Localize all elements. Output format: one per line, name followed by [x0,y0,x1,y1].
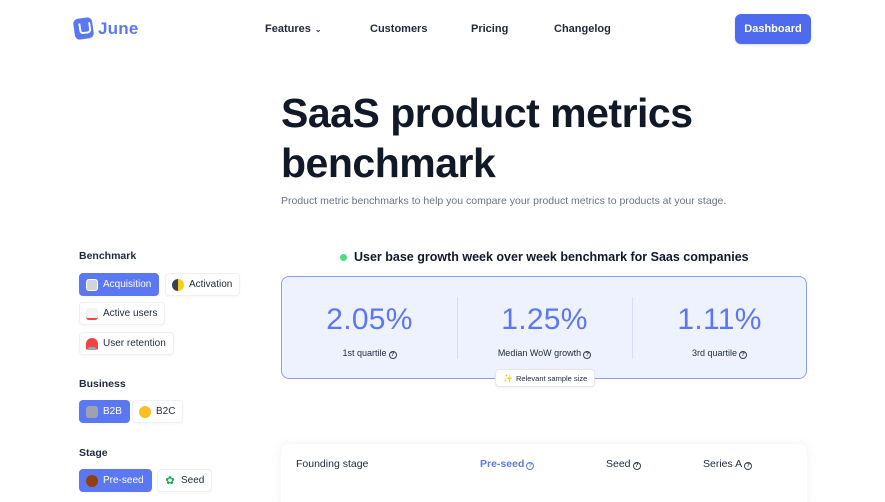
benchmark-stats-card: 2.05% 1st quartile? 1.25% Median WoW gro… [281,276,807,379]
benchmark-heading: Benchmark [79,250,137,262]
chip-label: Pre-seed [103,475,144,486]
table-header-seed[interactable]: Seed? [606,458,641,470]
smiley-icon [139,405,151,418]
june-logo[interactable]: June [72,16,139,41]
acquisition-icon [86,278,98,291]
chip-b2b[interactable]: B2B [79,400,130,423]
sample-size-label: Relevant sample size [515,373,588,383]
stat-median: 1.25% Median WoW growth? [457,277,632,380]
page-title: SaaS product metrics benchmark [281,90,693,186]
chip-activation[interactable]: Activation [165,273,241,296]
table-header-pre-seed[interactable]: Pre-seed? [480,458,535,470]
stat-label: 1st quartile? [282,348,457,359]
stat-divider [632,297,633,359]
help-icon[interactable]: ? [744,462,753,470]
stat-label: Median WoW growth? [457,348,632,359]
chip-label: User retention [103,338,166,349]
stat-third-quartile: 1.11% 3rd quartile? [632,277,807,380]
chart-icon [86,307,98,320]
stat-value: 2.05% [326,303,413,336]
activation-icon [172,278,184,291]
help-icon[interactable]: ? [739,351,748,359]
stat-divider [457,297,458,359]
seed-icon [86,474,98,487]
office-icon [86,405,98,418]
page-subtitle: Product metric benchmarks to help you co… [281,195,727,207]
benchmark-table: Founding stage Pre-seed? Seed? Series A? [281,444,807,502]
chip-label: Acquisition [103,279,152,290]
chip-user-retention[interactable]: User retention [79,332,174,355]
business-heading: Business [79,378,126,390]
sample-size-badge[interactable]: ✨ Relevant sample size [495,369,596,387]
chip-label: B2C [156,406,176,417]
stat-value: 1.25% [501,303,588,336]
help-icon[interactable]: ? [632,462,641,470]
benchmark-title: User base growth week over week benchmar… [340,250,749,264]
nav-features-label: Features [265,23,311,35]
chevron-down-icon: ⌄ [314,24,322,34]
stat-first-quartile: 2.05% 1st quartile? [282,277,457,380]
magnet-icon [86,337,98,350]
help-icon[interactable]: ? [583,351,592,359]
chip-label: Seed [181,475,205,486]
nav-features[interactable]: Features ⌄ [265,23,322,35]
status-dot-icon [340,253,347,261]
help-icon[interactable]: ? [388,351,397,359]
chip-label: Activation [189,279,233,290]
benchmark-title-text: User base growth week over week benchmar… [354,250,749,264]
chip-pre-seed[interactable]: Pre-seed [79,469,152,492]
table-header-series-a[interactable]: Series A? [703,458,753,470]
chip-label: B2B [103,406,122,417]
table-header-founding-stage: Founding stage [296,458,369,470]
nav-customers[interactable]: Customers [370,23,428,35]
sparkles-icon: ✨ [503,373,513,383]
help-icon[interactable]: ? [526,462,535,470]
nav-pricing[interactable]: Pricing [471,23,509,35]
stage-heading: Stage [79,447,108,459]
dashboard-button[interactable]: Dashboard [735,14,811,44]
chip-b2c[interactable]: B2C [132,400,184,423]
june-logo-icon [72,16,95,41]
seedling-icon: ✿ [165,474,175,487]
stat-label: 3rd quartile? [632,348,807,359]
brand-name: June [98,18,139,38]
nav-changelog[interactable]: Changelog [554,23,611,35]
chip-acquisition[interactable]: Acquisition [79,273,160,296]
chip-seed[interactable]: ✿ Seed [157,469,213,492]
chip-label: Active users [103,308,158,319]
chip-active-users[interactable]: Active users [79,302,166,325]
stat-value: 1.11% [677,303,762,336]
